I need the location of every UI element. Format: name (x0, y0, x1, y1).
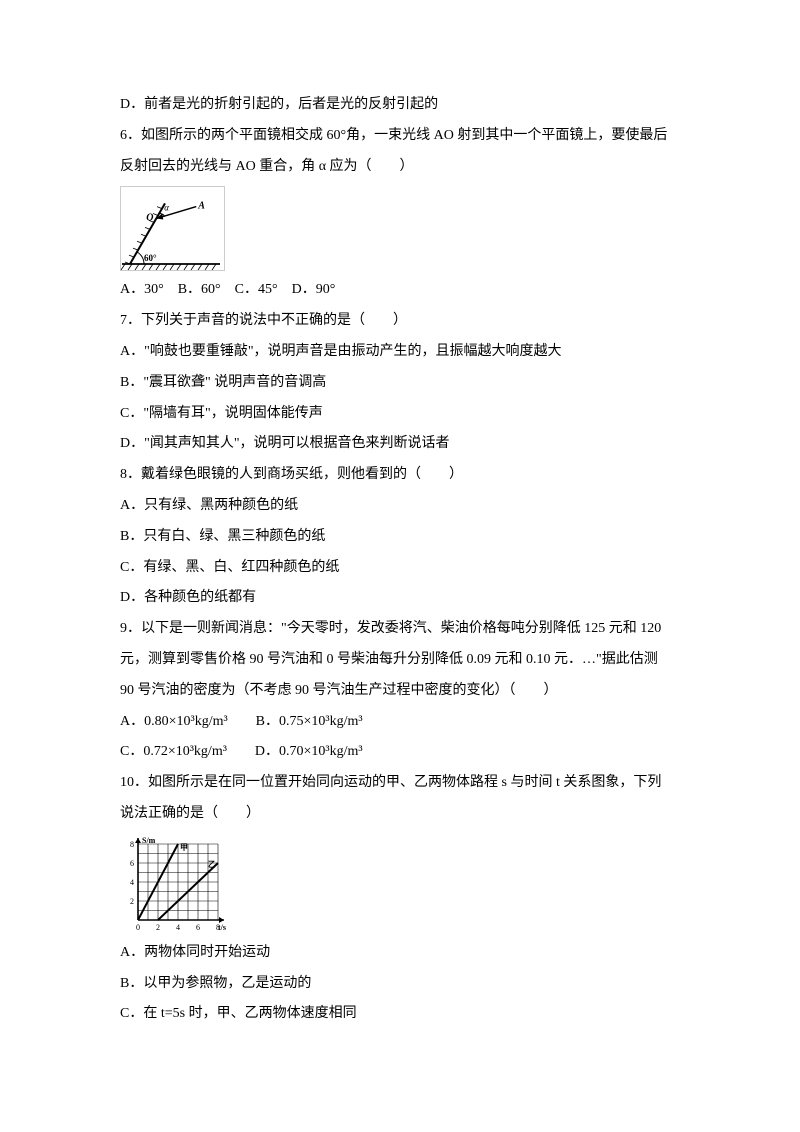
mirror-diagram: 60° A Oα (120, 186, 680, 271)
q8-stem: 8．戴着绿色眼镜的人到商场买纸，则他看到的（ ） (120, 460, 680, 491)
q8-option-c: C．有绿、黑、白、红四种颜色的纸 (120, 553, 680, 584)
svg-text:S/m: S/m (142, 836, 156, 845)
svg-text:α: α (164, 203, 169, 213)
exam-page: D．前者是光的折射引起的，后者是光的反射引起的 6．如图所示的两个平面镜相交成 … (0, 0, 800, 1132)
svg-text:6: 6 (196, 923, 200, 932)
svg-text:0: 0 (136, 923, 140, 932)
q9-stem-3: 90 号汽油的密度为（不考虑 90 号汽油生产过程中密度的变化）（ ） (120, 676, 680, 707)
svg-text:8: 8 (130, 840, 134, 849)
q8-option-a: A．只有绿、黑两种颜色的纸 (120, 491, 680, 522)
st-graph: 024682468S/mt/s甲乙 (120, 834, 680, 934)
q8-option-d: D．各种颜色的纸都有 (120, 583, 680, 614)
svg-text:2: 2 (156, 923, 160, 932)
q7-option-c: C．"隔墙有耳"，说明固体能传声 (120, 399, 680, 430)
q6-stem-1: 6．如图所示的两个平面镜相交成 60°角，一束光线 AO 射到其中一个平面镜上，… (120, 121, 680, 152)
svg-text:2: 2 (130, 897, 134, 906)
q10-stem-2: 说法正确的是（ ） (120, 799, 680, 830)
q10-option-c: C．在 t=5s 时，甲、乙两物体速度相同 (120, 999, 680, 1030)
q6-stem-2: 反射回去的光线与 AO 重合，角 α 应为（ ） (120, 152, 680, 183)
svg-text:t/s: t/s (218, 923, 226, 932)
svg-text:乙: 乙 (208, 860, 216, 869)
q9-stem-2: 元，测算到零售价格 90 号汽油和 0 号柴油每升分别降低 0.09 元和 0.… (120, 645, 680, 676)
q7-stem: 7．下列关于声音的说法中不正确的是（ ） (120, 306, 680, 337)
q5-option-d: D．前者是光的折射引起的，后者是光的反射引起的 (120, 90, 680, 121)
q7-option-d: D．"闻其声知其人"，说明可以根据音色来判断说话者 (120, 429, 680, 460)
svg-text:60°: 60° (144, 253, 157, 263)
q8-option-b: B．只有白、绿、黑三种颜色的纸 (120, 522, 680, 553)
q10-option-a: A．两物体同时开始运动 (120, 938, 680, 969)
q10-option-b: B．以甲为参照物，乙是运动的 (120, 969, 680, 1000)
svg-text:A: A (197, 201, 205, 212)
q9-stem-1: 9．以下是一则新闻消息："今天零时，发改委将汽、柴油价格每吨分别降低 125 元… (120, 614, 680, 645)
q6-options: A．30° B．60° C．45° D．90° (120, 275, 680, 306)
svg-text:O: O (146, 213, 153, 224)
q9-options-cd: C．0.72×10³kg/m³ D．0.70×10³kg/m³ (120, 737, 680, 768)
svg-text:6: 6 (130, 859, 134, 868)
svg-text:4: 4 (130, 878, 134, 887)
svg-text:4: 4 (176, 923, 180, 932)
svg-text:甲: 甲 (180, 843, 188, 852)
q9-options-ab: A．0.80×10³kg/m³ B．0.75×10³kg/m³ (120, 707, 680, 738)
q7-option-a: A．"响鼓也要重锤敲"，说明声音是由振动产生的，且振幅越大响度越大 (120, 337, 680, 368)
q10-stem-1: 10．如图所示是在同一位置开始同向运动的甲、乙两物体路程 s 与时间 t 关系图… (120, 768, 680, 799)
q7-option-b: B．"震耳欲聋" 说明声音的音调高 (120, 368, 680, 399)
